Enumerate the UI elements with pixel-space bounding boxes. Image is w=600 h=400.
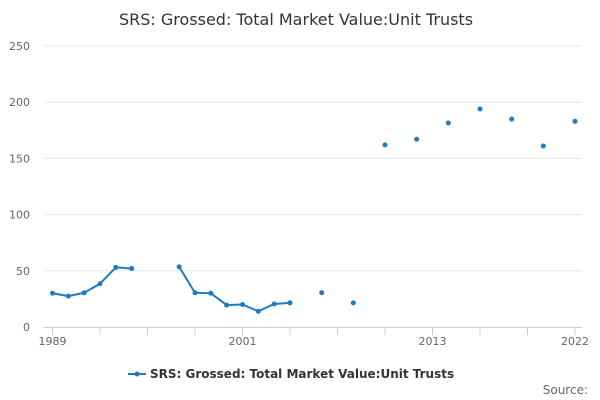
legend-marker [134, 371, 140, 377]
data-point [113, 264, 119, 270]
data-point [319, 290, 325, 296]
data-point [445, 120, 451, 126]
y-tick-label: 50 [16, 265, 30, 278]
data-point [350, 300, 356, 306]
data-point [477, 106, 483, 112]
y-tick-label: 200 [9, 96, 30, 109]
data-point [540, 143, 546, 149]
data-point [129, 266, 135, 272]
y-tick-label: 100 [9, 209, 30, 222]
data-point [255, 308, 261, 314]
data-point [50, 290, 55, 296]
data-point [97, 281, 103, 287]
data-point [81, 290, 87, 296]
y-tick-label: 0 [23, 321, 30, 334]
x-axis: 1989 2001 2013 2022 [39, 327, 589, 348]
series-group [50, 106, 578, 314]
chart-title: SRS: Grossed: Total Market Value:Unit Tr… [119, 10, 473, 29]
data-point [208, 290, 214, 296]
data-point [65, 293, 71, 299]
x-tick-label: 2013 [419, 335, 447, 348]
data-point [240, 302, 245, 308]
x-tick-label: 2022 [561, 335, 589, 348]
data-point [414, 136, 420, 142]
legend-label: SRS: Grossed: Total Market Value:Unit Tr… [150, 367, 454, 381]
series-line [178, 266, 291, 313]
x-tick-label: 1989 [39, 335, 67, 348]
y-tick-label: 150 [9, 152, 30, 165]
data-point [572, 118, 578, 124]
legend[interactable]: SRS: Grossed: Total Market Value:Unit Tr… [128, 367, 454, 381]
data-point [224, 302, 230, 308]
series-line [52, 266, 132, 298]
y-tick-label: 250 [9, 40, 30, 53]
data-point [271, 301, 277, 307]
data-point [192, 290, 198, 296]
source-label: Source: [543, 383, 588, 397]
data-point [287, 300, 293, 306]
data-point [509, 116, 515, 122]
data-point [382, 142, 388, 148]
data-point [176, 264, 182, 270]
gridlines [44, 45, 582, 272]
x-tick-label: 2001 [229, 335, 257, 348]
y-axis: 0 50 100 150 200 250 [9, 40, 30, 334]
